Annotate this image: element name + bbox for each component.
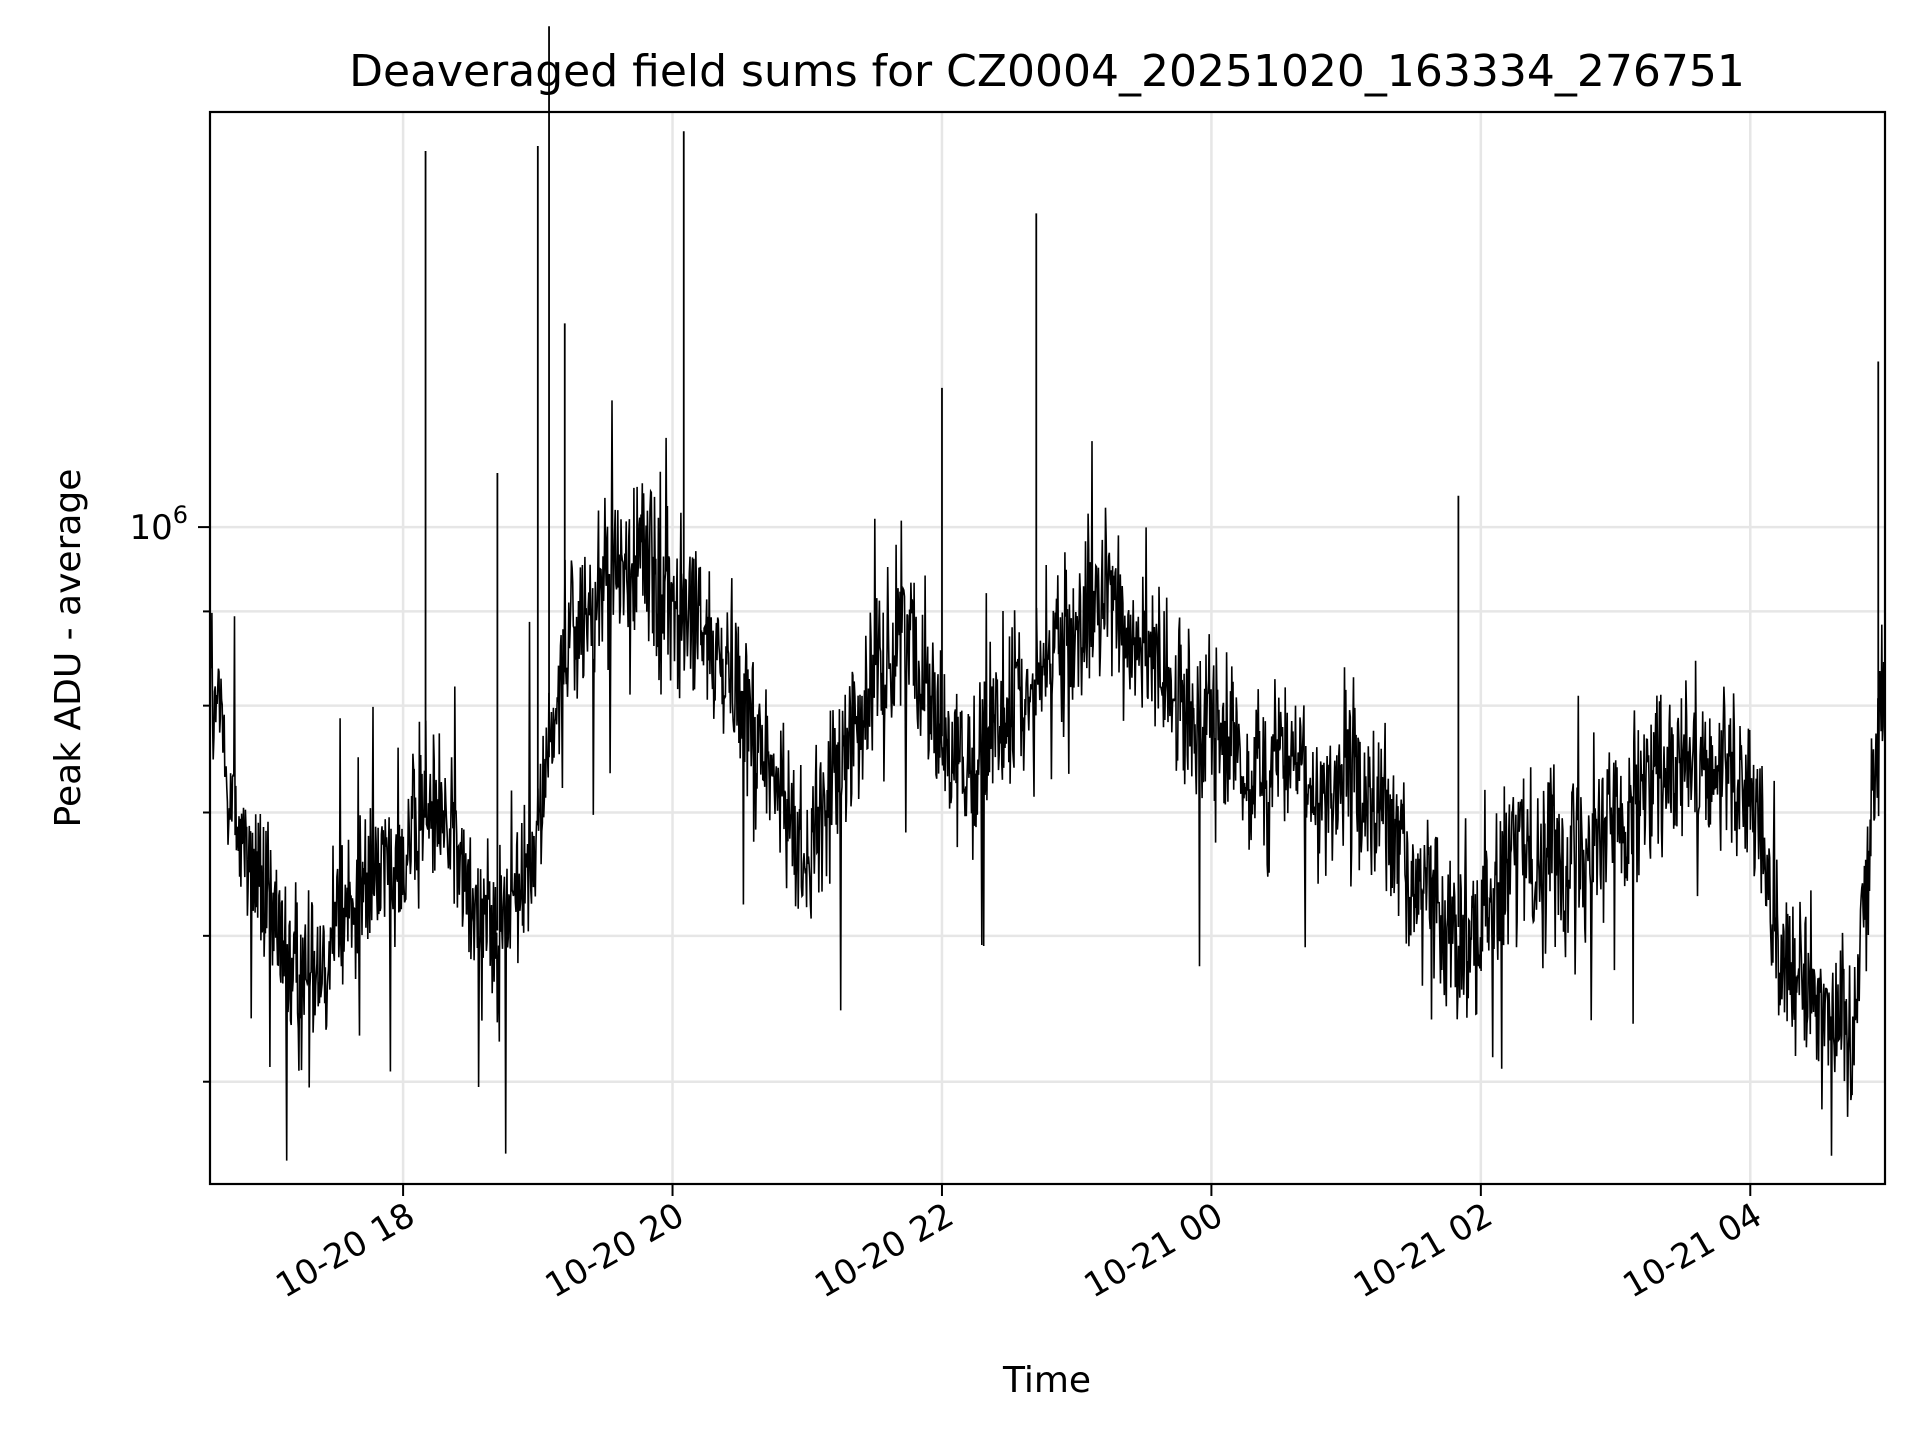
plot-frame bbox=[208, 110, 1887, 1186]
y-tick-label-base: 10 bbox=[129, 508, 172, 548]
y-tick-label-exponent: 6 bbox=[173, 501, 188, 529]
x-axis-label: Time bbox=[1002, 1360, 1091, 1401]
y-axis: 106 bbox=[129, 501, 210, 1083]
plot-area bbox=[209, 26, 1886, 1161]
y-tick-label: 106 bbox=[129, 501, 188, 548]
series-line bbox=[209, 400, 1886, 1161]
chart-title: Deaveraged field sums for CZ0004_2025102… bbox=[349, 46, 1745, 97]
y-axis-label: Peak ADU - average bbox=[48, 469, 89, 828]
